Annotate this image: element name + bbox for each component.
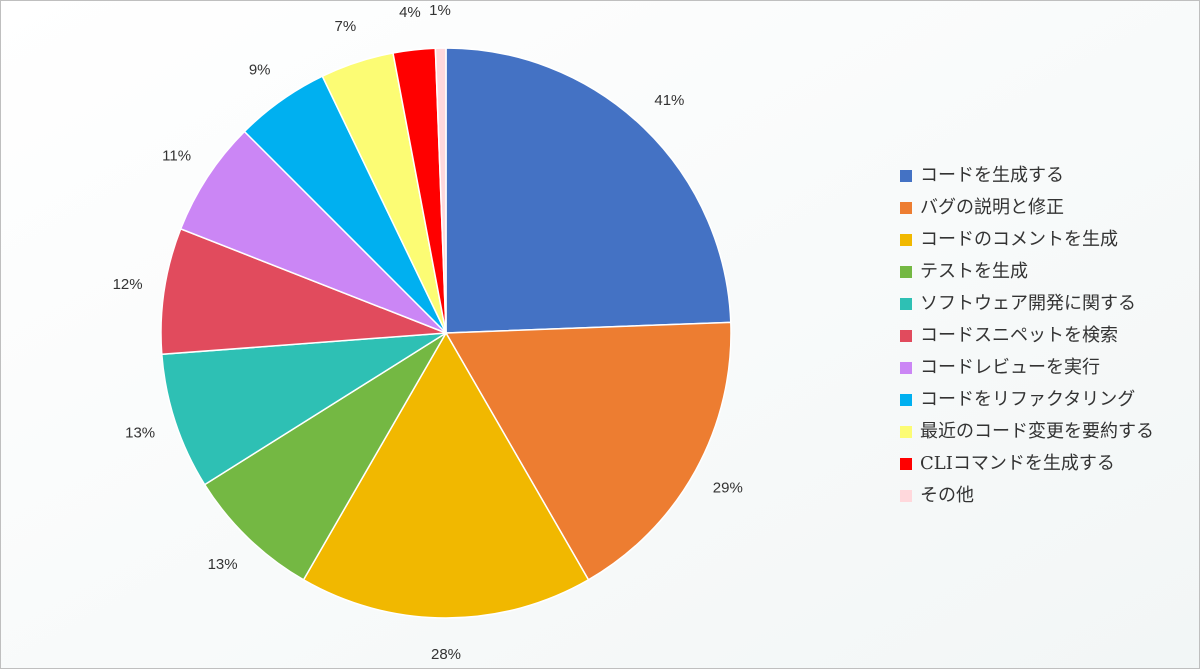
legend-label: コードスニペットを検索: [920, 325, 1118, 346]
legend-swatch: [900, 394, 912, 406]
legend-swatch: [900, 266, 912, 278]
data-label: 11%: [162, 148, 191, 165]
pie-slice: [444, 321, 732, 581]
data-label: 41%: [654, 92, 684, 109]
pie-slice: [160, 332, 447, 486]
pie-slice: [179, 130, 447, 334]
legend-swatch: [900, 202, 912, 214]
pie-slice: [160, 227, 447, 356]
pie-slice: [434, 47, 447, 334]
legend-swatch: [900, 426, 912, 438]
pie-slice: [445, 47, 732, 334]
data-label: 12%: [113, 276, 143, 293]
pie-slice: [302, 331, 590, 619]
data-label: 13%: [125, 425, 155, 442]
legend-label: CLIコマンドを生成する: [920, 453, 1115, 474]
data-label: 4%: [399, 4, 421, 21]
legend-label: コードのコメントを生成: [920, 229, 1118, 250]
legend-label: 最近のコード変更を要約する: [920, 421, 1154, 442]
legend-label: コードレビューを実行: [920, 357, 1100, 378]
legend-swatch: [900, 490, 912, 502]
legend-label: その他: [920, 485, 974, 506]
data-label: 9%: [249, 61, 271, 78]
legend-label: ソフトウェア開発に関する: [920, 293, 1136, 314]
legend-swatch: [900, 330, 912, 342]
legend-swatch: [900, 298, 912, 310]
legend-label: テストを生成: [920, 261, 1028, 282]
legend: コードを生成するバグの説明と修正コードのコメントを生成テストを生成ソフトウェア開…: [900, 165, 1154, 506]
legend-swatch: [900, 362, 912, 374]
data-label: 1%: [429, 2, 451, 19]
pie: 41% 29% 28% 13% 13% 12% 11% 9% 7% 4% 1%: [113, 2, 743, 663]
data-label: 13%: [208, 556, 238, 573]
data-label: 29%: [713, 480, 743, 497]
data-label: 7%: [335, 18, 357, 35]
data-label: 28%: [431, 646, 461, 663]
pie-slice: [203, 332, 447, 581]
legend-swatch: [900, 234, 912, 246]
legend-swatch: [900, 458, 912, 470]
legend-label: コードを生成する: [920, 165, 1064, 186]
legend-swatch: [900, 170, 912, 182]
legend-label: コードをリファクタリング: [920, 389, 1135, 410]
legend-label: バグの説明と修正: [920, 197, 1064, 218]
